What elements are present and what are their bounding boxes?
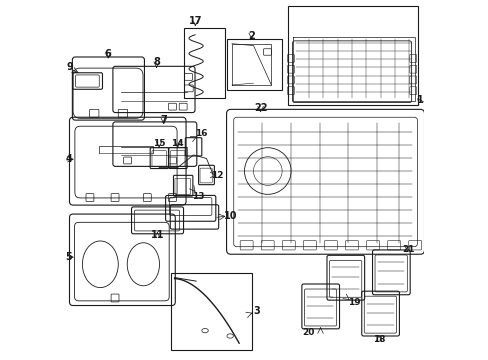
Text: 2: 2 [248,31,255,41]
Text: 21: 21 [401,246,414,255]
Text: 1: 1 [416,95,423,105]
Text: 19: 19 [347,298,360,307]
Bar [287,6,418,105]
Text: 9: 9 [67,62,73,72]
Text: 16: 16 [195,129,207,138]
Bar [183,28,224,98]
Text: 12: 12 [211,171,224,180]
Text: 22: 22 [253,103,267,113]
Text: 3: 3 [253,306,260,316]
Text: 5: 5 [65,252,72,262]
Text: 14: 14 [171,139,184,148]
Text: 11: 11 [150,230,164,239]
Text: 15: 15 [153,139,165,148]
Text: 4: 4 [65,154,72,164]
Bar [226,40,282,90]
Text: 17: 17 [188,17,202,27]
Text: 13: 13 [192,192,204,201]
Text: 18: 18 [372,335,385,344]
Text: 7: 7 [160,115,167,125]
Text: 20: 20 [302,328,314,337]
Text: 6: 6 [104,49,111,59]
Text: 10: 10 [224,211,237,221]
Text: 8: 8 [153,57,160,67]
Bar [171,273,251,350]
